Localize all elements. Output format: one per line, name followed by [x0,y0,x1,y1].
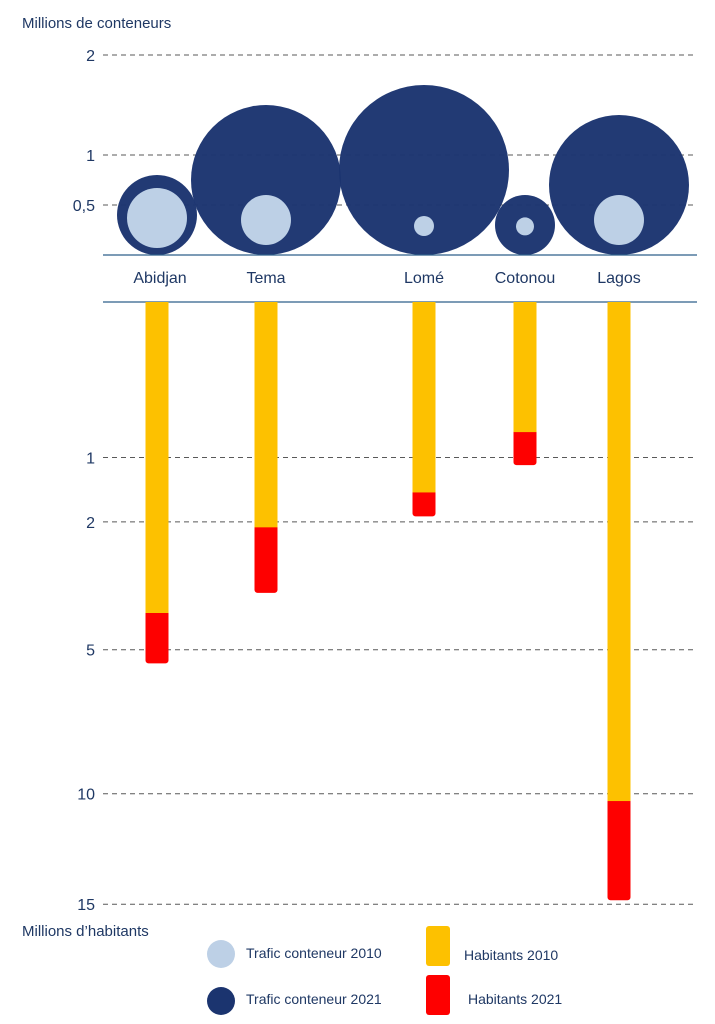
bottom-y-tick-label: 1 [86,451,95,468]
legend: Trafic conteneur 2010 Habitants 2010 Trafi… [207,926,562,1015]
bar-2021-cotonou [513,428,537,466]
bottom-y-tick-label: 2 [86,515,95,532]
bubble-2010-tema [241,195,291,245]
bar-2010-lomé [412,302,436,493]
bottom-y-tick-label: 10 [77,787,95,804]
legend-label-3: Habitants 2021 [468,991,562,1007]
bubble-2010-cotonou [516,217,534,236]
legend-swatch-3 [426,975,450,1015]
top-y-tick-label: 2 [86,48,95,65]
top-y-axis-title: Millions de conteneurs [22,15,171,32]
bottom-y-tick-label: 15 [77,897,95,914]
top-y-tick-label: 0,5 [73,198,95,215]
category-label-cotonou: Cotonou [495,270,556,287]
bar-2010-cotonou [513,302,537,433]
legend-label-2: Trafic conteneur 2021 [246,991,382,1007]
category-label-abidjan: Abidjan [133,270,186,287]
bar-series [145,302,631,901]
bubble-2021-lomé [339,85,509,255]
category-label-lomé: Lomé [404,270,444,287]
bottom-y-tick-label: 5 [86,643,95,660]
legend-swatch-2 [207,987,235,1015]
legend-swatch-0 [207,940,235,968]
bar-2021-lagos [607,797,631,901]
bar-2010-tema [254,302,278,528]
legend-swatch-1 [426,926,450,966]
category-label-lagos: Lagos [597,270,641,287]
bubble-2021-tema [191,105,341,255]
bar-2010-lagos [607,302,631,802]
category-labels: Abidjan Tema Lomé Cotonou Lagos [133,270,640,287]
bottom-gridlines: 1 2 5 10 15 [77,451,697,914]
legend-label-1: Habitants 2010 [464,947,558,963]
bubble-2010-lagos [594,195,644,245]
bubble-series [117,85,689,255]
bubble-2010-abidjan [127,188,187,248]
bubble-2021-lagos [549,115,689,255]
legend-label-0: Trafic conteneur 2010 [246,945,382,961]
bottom-y-axis-title: Millions d’habitants [22,923,149,940]
bubble-2010-lomé [414,216,434,236]
bar-2021-abidjan [145,609,169,664]
category-label-tema: Tema [246,270,285,287]
bar-2010-abidjan [145,302,169,613]
bar-2021-lomé [412,488,436,517]
bar-2021-tema [254,523,278,593]
top-y-tick-label: 1 [86,148,95,165]
